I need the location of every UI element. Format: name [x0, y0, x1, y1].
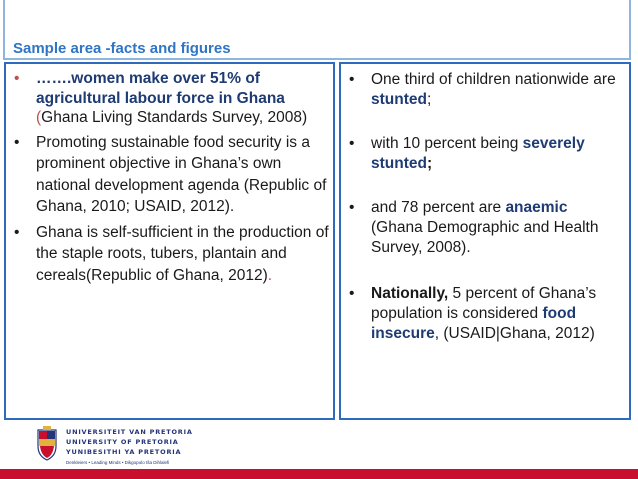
stunted-text: One third of children nationwide are [371, 71, 616, 88]
bullet-icon: • [14, 70, 20, 87]
stunted-highlight: stunted [371, 91, 427, 108]
severely-stunted-text: with 10 percent being [371, 135, 523, 152]
bullet-icon: • [14, 133, 20, 151]
bullet-icon: • [349, 71, 355, 88]
bullet-icon: • [349, 199, 355, 216]
list-item: • Ghana is self-sufficient in the produc… [12, 222, 330, 287]
self-sufficiency-end: . [267, 266, 273, 284]
self-sufficiency-citation: Ghana, 2012) [173, 266, 268, 284]
anaemic-highlight: anaemic [505, 199, 568, 216]
crest-icon [37, 426, 57, 461]
self-sufficiency-text: Ghana is self-sufficient in the producti… [36, 223, 329, 284]
food-insecure-highlight: food insecure [371, 305, 577, 342]
paren: ( [36, 109, 42, 127]
food-insecure-text: 5 percent of Ghana’s population is consi… [371, 285, 597, 322]
nationally-lead: Nationally, [371, 285, 449, 302]
food-security-text: Promoting sustainable food security is a… [36, 133, 327, 216]
severely-stunted-highlight: severely stunted [371, 135, 585, 172]
university-logo: UNIVERSITEIT VAN PRETORIA UNIVERSITY OF … [36, 426, 316, 466]
bullet-icon: • [349, 135, 355, 152]
survey-citation: Ghana Living Standards Survey, 2008) [41, 109, 308, 127]
list-item: • and 78 percent are anaemic (Ghana Demo… [347, 198, 627, 258]
right-bullet-list: • One third of children nationwide are s… [347, 70, 627, 344]
footer-bar [0, 469, 638, 479]
severely-stunted-end: ; [426, 155, 433, 172]
logo-tagline: Denkleiers • Leading Minds • Dikgopolo t… [66, 460, 170, 465]
bullet-icon: • [14, 223, 20, 241]
list-item: • Promoting sustainable food security is… [12, 132, 330, 218]
women-labour-fact: …….women make over 51% of agricultural l… [36, 70, 285, 107]
right-text-box: • One third of children nationwide are s… [339, 62, 631, 420]
title-box: Sample area -facts and figures [3, 0, 631, 60]
logo-line-sepedi: YUNIBESITHI YA PRETORIA [66, 448, 182, 456]
anaemic-citation: (Ghana Demographic and Health Survey, 20… [371, 219, 599, 256]
food-security-end: . [229, 198, 235, 216]
list-item: • Nationally, 5 percent of Ghana’s popul… [347, 284, 627, 344]
food-insecure-citation: , (USAID|Ghana, 2012) [434, 325, 595, 342]
logo-line-english: UNIVERSITY OF PRETORIA [66, 438, 179, 446]
list-item: • …….women make over 51% of agricultural… [12, 69, 330, 128]
left-bullet-list: • …….women make over 51% of agricultural… [12, 69, 330, 290]
logo-line-afrikaans: UNIVERSITEIT VAN PRETORIA [66, 428, 193, 436]
anaemic-text: and 78 percent are [371, 199, 506, 216]
list-item: • with 10 percent being severely stunted… [347, 134, 627, 174]
slide-title: Sample area -facts and figures [13, 40, 231, 57]
list-item: • One third of children nationwide are s… [347, 70, 627, 110]
stunted-end: ; [426, 91, 432, 108]
food-security-year: 2012) [190, 198, 230, 216]
left-text-box: • …….women make over 51% of agricultural… [4, 62, 335, 420]
bullet-icon: • [349, 285, 355, 302]
